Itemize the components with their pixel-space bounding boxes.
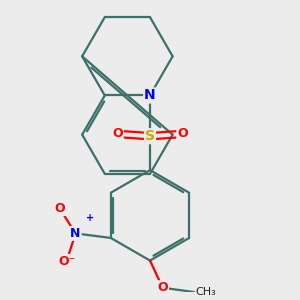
Text: S: S <box>145 129 155 143</box>
Text: N: N <box>144 88 156 103</box>
Text: N: N <box>70 227 81 240</box>
Text: O⁻: O⁻ <box>58 255 75 268</box>
Text: O: O <box>54 202 65 215</box>
Text: O: O <box>177 128 188 140</box>
Text: O: O <box>158 281 168 294</box>
Text: +: + <box>85 213 94 223</box>
Text: O: O <box>112 128 123 140</box>
Text: CH₃: CH₃ <box>195 287 216 297</box>
